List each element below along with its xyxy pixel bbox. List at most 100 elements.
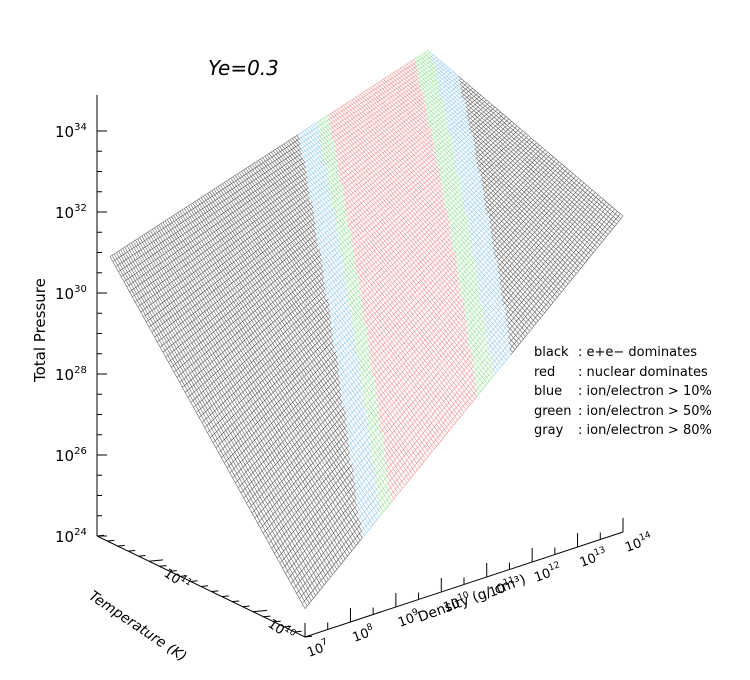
mesh-segment (465, 374, 467, 377)
mesh-segment (344, 442, 346, 444)
mesh-segment (449, 428, 451, 431)
mesh-segment (334, 514, 336, 516)
mesh-segment (600, 242, 602, 245)
mesh-segment (299, 461, 301, 463)
mesh-segment (387, 451, 389, 453)
mesh-segment (293, 571, 295, 574)
mesh-segment (537, 288, 539, 291)
mesh-segment (341, 562, 343, 565)
mesh-segment (439, 356, 441, 358)
mesh-segment (443, 345, 445, 347)
mesh-segment (392, 431, 394, 433)
mesh-segment (331, 557, 333, 560)
mesh-segment (294, 586, 296, 589)
mesh-segment (325, 418, 327, 420)
mesh-segment (453, 423, 455, 426)
mesh-segment (364, 427, 366, 429)
mesh-segment (415, 425, 417, 428)
mesh-segment (557, 289, 559, 292)
mesh-segment (408, 442, 410, 445)
mesh-segment (553, 187, 555, 189)
mesh-segment (260, 526, 262, 528)
mesh-segment (326, 454, 328, 456)
mesh-segment (380, 452, 382, 454)
mesh-segment (463, 403, 465, 406)
mesh-segment (519, 342, 521, 345)
mesh-segment (286, 474, 288, 476)
mesh-segment (397, 389, 399, 391)
mesh-segment (487, 258, 489, 260)
mesh-segment (556, 229, 558, 231)
mesh-segment (263, 507, 265, 509)
mesh-segment (422, 375, 424, 377)
mesh-segment (278, 539, 280, 541)
mesh-segment (426, 344, 428, 346)
mesh-segment (337, 442, 339, 444)
mesh-segment (541, 264, 543, 266)
mesh-segment (417, 416, 419, 418)
mesh-segment (432, 427, 434, 430)
mesh-segment (284, 531, 286, 533)
mesh-segment (426, 435, 428, 438)
mesh-segment (401, 427, 403, 429)
mesh-segment (303, 479, 305, 481)
mesh-segment (508, 329, 510, 332)
mesh-segment (293, 554, 295, 556)
mesh-segment (563, 204, 565, 206)
mesh-segment (579, 255, 581, 258)
mesh-segment (497, 254, 499, 256)
mesh-segment (281, 472, 283, 474)
mesh-segment (382, 427, 384, 429)
mesh-segment (289, 479, 291, 481)
mesh-segment (407, 458, 409, 461)
mesh-segment (391, 492, 393, 495)
mesh-segment (421, 455, 423, 458)
mesh-segment (535, 235, 537, 237)
mesh-segment (403, 418, 405, 420)
mesh-segment (427, 419, 429, 422)
mesh-segment (333, 447, 335, 449)
mesh-segment (362, 512, 364, 515)
mesh-segment (574, 250, 576, 253)
mesh-segment (499, 275, 501, 277)
mesh-segment (297, 493, 299, 495)
mesh-segment (327, 467, 329, 469)
mesh-segment (461, 280, 463, 282)
mesh-segment (329, 481, 331, 483)
mesh-segment (499, 252, 501, 254)
mesh-segment (364, 405, 366, 407)
mesh-segment (286, 529, 288, 531)
mesh-segment (503, 303, 505, 305)
mesh-segment (524, 303, 526, 306)
mesh-segment (270, 500, 272, 502)
mesh-segment (311, 470, 313, 472)
mesh-segment (310, 558, 312, 561)
mesh-segment (400, 459, 402, 462)
mesh-segment (393, 460, 395, 463)
mesh-segment (288, 519, 290, 521)
mesh-segment (540, 235, 542, 237)
mesh-segment (440, 432, 442, 435)
mesh-segment (505, 300, 507, 302)
mesh-segment (524, 322, 526, 325)
mesh-segment (468, 292, 470, 294)
mesh-segment (549, 209, 551, 211)
mesh-segment (512, 304, 514, 306)
mesh-segment (487, 375, 489, 378)
mesh-segment (415, 376, 417, 378)
mesh-segment (478, 364, 480, 367)
mesh-segment (413, 450, 415, 453)
mesh-segment (449, 358, 451, 360)
mesh-segment (312, 581, 314, 584)
mesh-segment (524, 284, 526, 286)
mesh-segment (585, 190, 587, 192)
mesh-segment (352, 432, 354, 434)
mesh-segment (514, 316, 516, 319)
mesh-segment (355, 482, 357, 484)
mesh-segment (255, 492, 257, 494)
mesh-segment (589, 237, 591, 240)
mesh-segment (351, 494, 353, 496)
mesh-segment (321, 451, 323, 453)
mesh-segment (474, 390, 476, 393)
mesh-segment (484, 268, 486, 270)
